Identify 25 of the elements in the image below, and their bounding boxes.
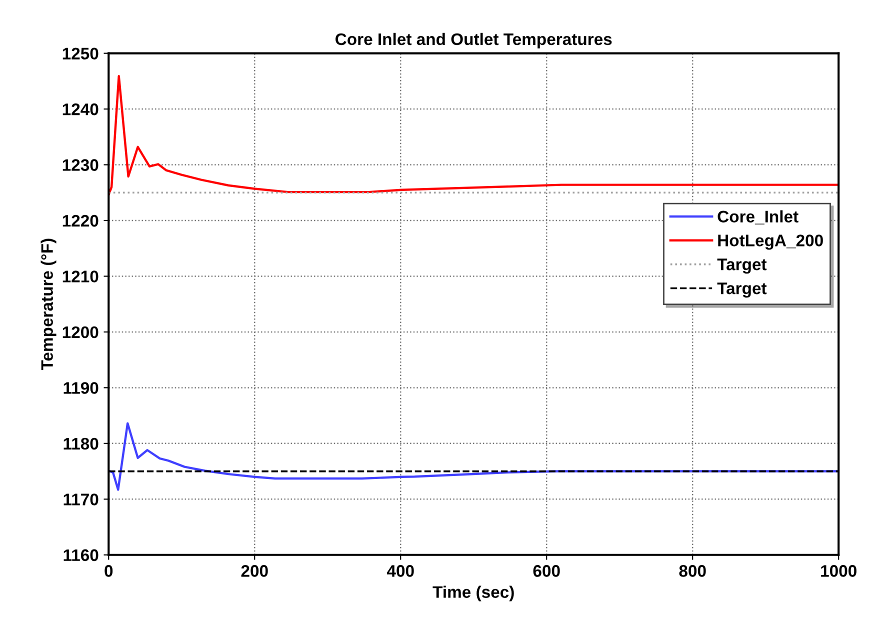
y-tick-label: 1190	[64, 382, 98, 394]
y-tick-label: 1220	[62, 214, 98, 227]
x-tick-label: 200	[241, 565, 268, 577]
y-tick-label: 1230	[62, 159, 98, 171]
y-tick-label: 1240	[62, 103, 98, 116]
y-tick-label: 1200	[62, 326, 98, 338]
legend-label: Target	[717, 282, 767, 298]
y-tick-label: 1170	[64, 494, 98, 506]
line-series	[108, 75, 839, 196]
y-tick-label: 1210	[62, 270, 98, 282]
x-tick-label: 400	[386, 565, 414, 577]
legend-label: Core_Inlet	[718, 210, 798, 224]
x-tick-label: 800	[679, 565, 706, 577]
y-tick-label: 1180	[64, 438, 98, 450]
x-tick-label: 0	[104, 565, 113, 577]
y-tick-label: 1160	[64, 549, 98, 562]
x-axis-title: Time (sec)	[432, 586, 514, 602]
legend-label: HotLegA_200	[718, 234, 823, 250]
legend-label: Target	[717, 258, 767, 274]
y-tick-label: 1250	[62, 48, 98, 60]
chart-title: Core Inlet and Outlet Temperatures	[336, 32, 612, 48]
x-tick-label: 1000	[821, 565, 856, 577]
y-axis-title: Temperature (°F)	[40, 238, 56, 370]
x-tick-label: 600	[533, 565, 560, 577]
line-series	[108, 422, 839, 491]
